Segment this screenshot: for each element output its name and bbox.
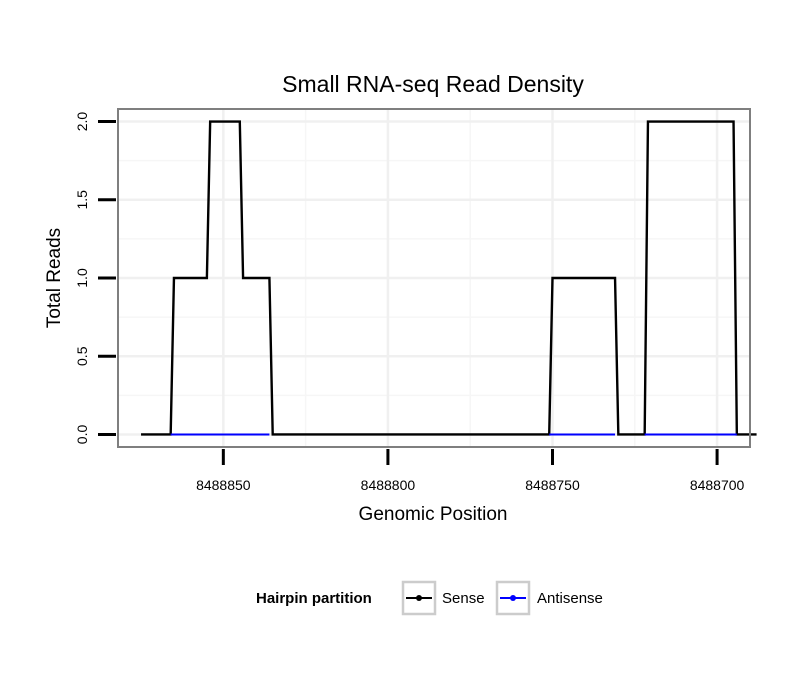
- plot-border: [117, 108, 751, 448]
- legend-title: Hairpin partition: [256, 590, 372, 607]
- x-tick-label: 8488800: [361, 477, 416, 493]
- x-tick-label: 8488700: [690, 477, 745, 493]
- y-axis-label: Total Reads: [44, 228, 65, 328]
- x-tick-label: 8488750: [525, 477, 580, 493]
- y-tick-label: 0.0: [74, 425, 90, 445]
- legend-label-antisense: Antisense: [537, 590, 603, 607]
- y-axis: 0.0 0.5 1.0 1.5 2.0: [74, 112, 116, 445]
- x-tick-label: 8488850: [196, 477, 251, 493]
- x-axis-label: Genomic Position: [359, 504, 508, 525]
- y-tick-label: 0.5: [74, 346, 90, 366]
- x-axis: 8488850 8488800 8488750 8488700: [196, 449, 745, 493]
- legend-point-sense: [416, 595, 422, 601]
- y-tick-label: 2.0: [74, 112, 90, 132]
- y-tick-label: 1.5: [74, 190, 90, 210]
- series-line-sense: [141, 120, 757, 436]
- chart-title: Small RNA-seq Read Density: [282, 71, 584, 97]
- legend-point-antisense: [510, 595, 516, 601]
- data-series: [141, 120, 757, 436]
- legend: Hairpin partition Sense Antisense: [256, 580, 603, 616]
- legend-label-sense: Sense: [442, 590, 485, 607]
- y-tick-label: 1.0: [74, 268, 90, 288]
